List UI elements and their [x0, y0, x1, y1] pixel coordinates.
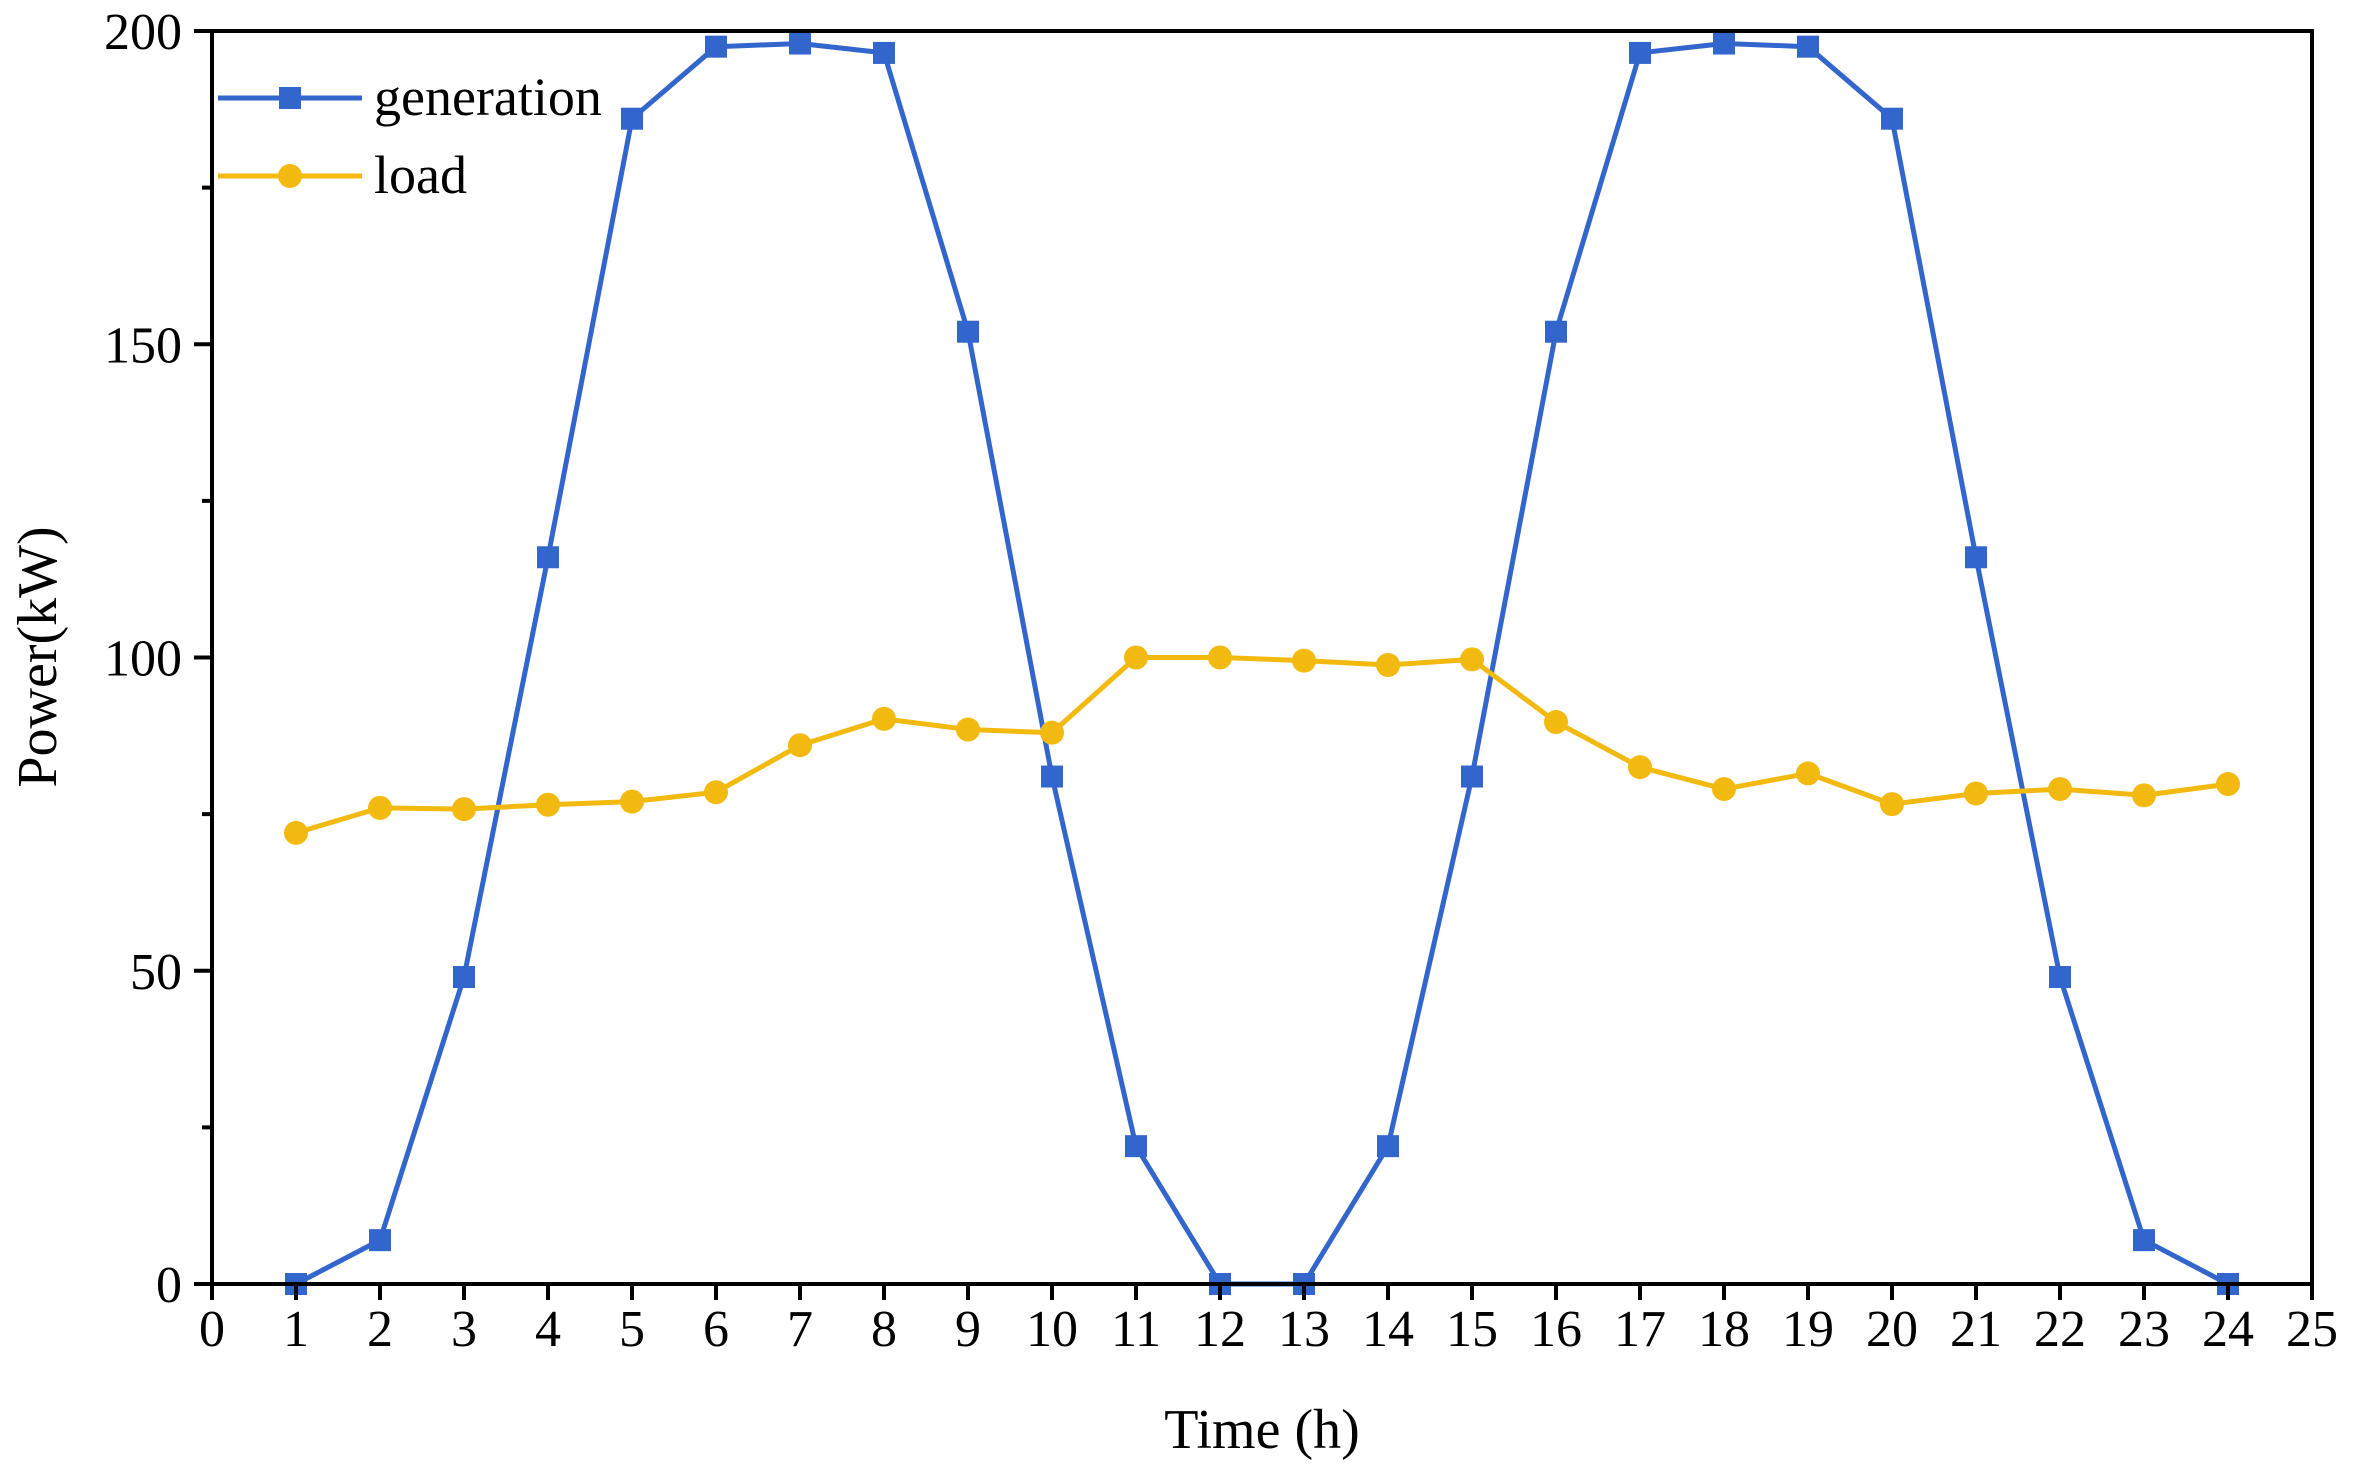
- y-tick-label: 200: [104, 4, 182, 61]
- load-point: [788, 733, 812, 758]
- load-point: [1880, 792, 1904, 817]
- x-tick-label: 13: [1278, 1301, 1330, 1358]
- x-tick-label: 18: [1698, 1301, 1750, 1358]
- generation-point: [1797, 35, 1819, 58]
- legend-label: generation: [374, 67, 602, 127]
- x-tick-label: 0: [199, 1301, 225, 1358]
- load-line: [295, 655, 2229, 836]
- y-tick-label: 0: [156, 1257, 182, 1314]
- x-tick-label: 15: [1446, 1301, 1498, 1358]
- load-point: [704, 780, 728, 805]
- legend-swatch-marker: [279, 87, 301, 109]
- x-tick-label: 9: [955, 1301, 981, 1358]
- generation-point: [1629, 41, 1651, 64]
- generation-point: [537, 546, 559, 569]
- x-tick-label: 22: [2034, 1301, 2086, 1358]
- generation-point: [1461, 765, 1483, 788]
- y-axis-title: Power(kW): [7, 526, 69, 787]
- generation-point: [1713, 32, 1735, 55]
- load-point: [872, 706, 896, 731]
- legend-label: load: [374, 145, 467, 205]
- generation-point: [1965, 546, 1987, 569]
- y-tick-label: 150: [104, 317, 182, 374]
- x-tick-label: 24: [2202, 1301, 2254, 1358]
- load-point: [2132, 783, 2156, 808]
- x-tick-label: 1: [283, 1301, 309, 1358]
- load-point: [1628, 755, 1652, 780]
- x-tick-label: 10: [1026, 1301, 1078, 1358]
- y-tick-label: 50: [130, 944, 182, 1001]
- generation-point: [2133, 1229, 2155, 1252]
- x-tick-label: 25: [2286, 1301, 2338, 1358]
- y-tick-label: 100: [104, 631, 182, 688]
- x-tick-label: 19: [1782, 1301, 1834, 1358]
- generation-point: [789, 32, 811, 55]
- generation-point: [453, 966, 475, 989]
- generation-point: [1545, 320, 1567, 343]
- load-point: [2048, 777, 2072, 802]
- generation-point: [1041, 765, 1063, 788]
- x-tick-label: 11: [1111, 1301, 1161, 1358]
- load-point: [1292, 648, 1316, 673]
- load-point: [1040, 720, 1064, 745]
- load-point: [452, 797, 476, 822]
- series-layer: [284, 32, 2240, 1295]
- x-axis-title: Time (h): [1164, 1399, 1360, 1461]
- generation-point: [621, 107, 643, 130]
- legend-item-load: load: [218, 145, 467, 205]
- x-tick-label: 2: [367, 1301, 393, 1358]
- legend: generation load: [218, 67, 602, 205]
- load-point: [620, 789, 644, 814]
- legend-item-generation: generation: [218, 67, 602, 127]
- generation-point: [2049, 966, 2071, 989]
- generation-line: [294, 41, 2230, 1287]
- x-tick-label: 12: [1194, 1301, 1246, 1358]
- load-point: [536, 792, 560, 817]
- load-point: [1460, 647, 1484, 672]
- load-point: [1712, 777, 1736, 802]
- x-tick-label: 17: [1614, 1301, 1666, 1358]
- load-point: [1124, 645, 1148, 670]
- axis-layer: 0 1 2 3 4 5 6 7 8 9 10 11 12 13 14 15 16 17 18 19 20 21 22 23 24…: [104, 4, 2338, 1358]
- x-tick-label: 3: [451, 1301, 477, 1358]
- generation-point: [873, 41, 895, 64]
- x-tick-label: 16: [1530, 1301, 1582, 1358]
- load-point: [2216, 772, 2240, 797]
- series-load: [284, 645, 2240, 845]
- generation-point: [1881, 107, 1903, 130]
- load-point: [284, 820, 308, 845]
- generation-point: [1377, 1135, 1399, 1158]
- x-tick-label: 6: [703, 1301, 729, 1358]
- generation-point: [1125, 1135, 1147, 1158]
- load-point: [1376, 653, 1400, 678]
- x-tick-label: 7: [787, 1301, 813, 1358]
- generation-point: [705, 35, 727, 58]
- x-tick-label: 4: [535, 1301, 561, 1358]
- load-point: [1796, 761, 1820, 786]
- load-point: [1544, 710, 1568, 735]
- generation-point: [369, 1229, 391, 1252]
- generation-point: [957, 320, 979, 343]
- series-generation: [285, 32, 2239, 1295]
- x-tick-label: 8: [871, 1301, 897, 1358]
- x-tick-label: 5: [619, 1301, 645, 1358]
- x-tick-label: 23: [2118, 1301, 2170, 1358]
- load-point: [1208, 645, 1232, 670]
- load-point: [1964, 781, 1988, 806]
- x-tick-label: 14: [1362, 1301, 1414, 1358]
- load-point: [368, 795, 392, 820]
- legend-swatch-marker: [278, 164, 302, 188]
- load-point: [956, 717, 980, 742]
- x-tick-label: 21: [1950, 1301, 2002, 1358]
- x-tick-label: 20: [1866, 1301, 1918, 1358]
